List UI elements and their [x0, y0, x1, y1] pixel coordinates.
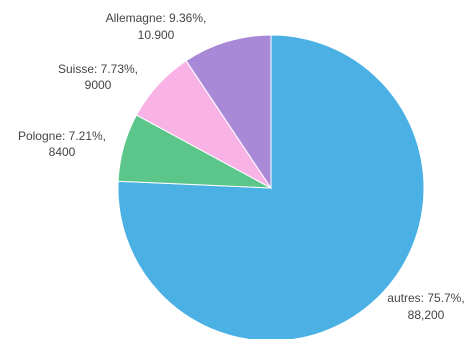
- slice-value-autres: 88,200: [408, 308, 445, 322]
- slice-value-allemagne: 10.900: [138, 28, 175, 42]
- pie-slice-autres: [117, 34, 425, 339]
- slice-label-allemagne: Allemagne: 9.36%,: [106, 11, 207, 25]
- pie-labels: autres: 75.7%, 88,200 Pologne: 7.21%, 8400 S…: [18, 11, 465, 322]
- slice-label-pologne: Pologne: 7.21%,: [18, 129, 106, 143]
- slice-label-suisse: Suisse: 7.73%,: [58, 62, 138, 76]
- slice-label-autres: autres: 75.7%,: [387, 291, 464, 305]
- pie-slice-allemagne: [185, 34, 272, 190]
- slice-value-suisse: 9000: [85, 78, 112, 92]
- pie-slices: [117, 34, 425, 339]
- slice-value-pologne: 8400: [49, 145, 76, 159]
